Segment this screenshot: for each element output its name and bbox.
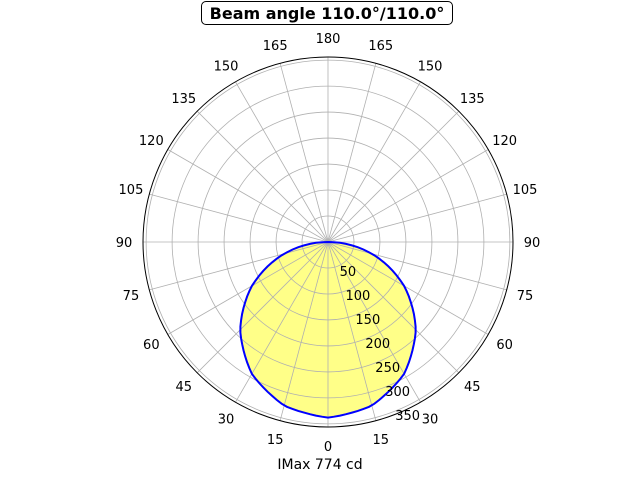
angle-tick-label: 150	[418, 59, 443, 74]
angular-gridline	[196, 110, 329, 243]
x-axis-label: IMax 774 cd	[277, 457, 363, 473]
angular-gridline	[149, 241, 329, 291]
angular-gridline	[279, 63, 329, 243]
angle-tick-label: 165	[368, 39, 393, 54]
angular-gridline	[327, 241, 377, 421]
angle-tick-label: 105	[119, 183, 144, 198]
chart-title: Beam angle 110.0°/110.0°	[201, 1, 453, 25]
series-line	[239, 241, 417, 419]
angle-tick-label: 90	[524, 236, 541, 251]
angle-tick-label: 30	[422, 413, 439, 428]
angle-tick-label: 75	[123, 289, 140, 304]
radial-tick-label: 300	[385, 385, 410, 400]
angular-gridline	[327, 63, 377, 243]
angle-tick-label: 165	[263, 39, 288, 54]
angular-gridline	[327, 241, 489, 335]
angular-gridline	[327, 81, 421, 243]
angular-gridline	[235, 81, 329, 243]
angular-gridline	[327, 241, 421, 403]
angle-tick-label: 45	[464, 380, 481, 395]
radial-tick-label: 150	[355, 313, 380, 328]
radial-tick-label: 350	[395, 409, 420, 424]
angular-gridline	[167, 149, 329, 243]
angular-gridline	[279, 241, 329, 421]
angle-tick-label: 105	[513, 183, 538, 198]
angular-gridline	[327, 149, 489, 243]
angle-tick-label: 135	[171, 92, 196, 107]
radial-tick-label: 100	[345, 289, 370, 304]
angular-gridline	[327, 241, 507, 291]
angular-gridline	[235, 241, 329, 403]
angle-tick-label: 75	[517, 289, 534, 304]
angle-tick-label: 180	[316, 32, 341, 47]
angle-tick-label: 60	[143, 338, 160, 353]
angle-tick-label: 30	[218, 413, 235, 428]
angular-gridline	[327, 241, 460, 374]
angular-gridline	[327, 110, 460, 243]
angle-tick-label: 150	[214, 59, 239, 74]
angular-gridline	[167, 241, 329, 335]
angular-gridline	[327, 193, 507, 243]
radial-tick-label: 200	[365, 337, 390, 352]
angle-tick-label: 135	[460, 92, 485, 107]
angle-tick-label: 15	[373, 433, 390, 448]
radial-tick-label: 50	[340, 265, 357, 280]
angle-tick-label: 45	[175, 380, 192, 395]
angle-tick-label: 0	[324, 440, 332, 455]
angle-tick-label: 15	[267, 433, 284, 448]
radial-tick-label: 250	[375, 361, 400, 376]
angular-gridline	[196, 241, 329, 374]
angle-tick-label: 90	[116, 236, 133, 251]
angle-tick-label: 120	[139, 134, 164, 149]
angle-tick-label: 120	[492, 134, 517, 149]
angle-tick-label: 60	[496, 338, 513, 353]
angular-gridline	[149, 193, 329, 243]
polar-frame	[142, 56, 514, 428]
